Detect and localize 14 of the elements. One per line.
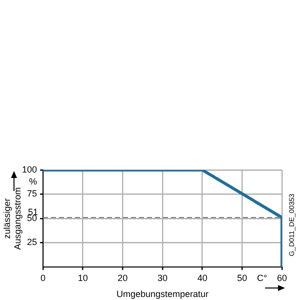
x-tick-label: 60 xyxy=(276,272,288,283)
y-axis-title: zulässiger Ausgangsstrom xyxy=(2,187,23,250)
x-tick-label: C° xyxy=(257,272,268,283)
x-tick-label: 40 xyxy=(197,272,208,283)
y-tick-label: 75 xyxy=(26,188,37,199)
x-axis-title: Umgebungstemperatur xyxy=(116,289,209,300)
x-tick-label: 10 xyxy=(78,272,88,283)
x-tick-label: 30 xyxy=(157,272,168,283)
x-tick-label: 20 xyxy=(118,272,128,283)
y-tick-label: 100 xyxy=(22,164,37,174)
y-tick-label: 25 xyxy=(26,237,37,248)
x-tick-label: 50 xyxy=(237,272,248,283)
x-tick-label: 0 xyxy=(40,272,46,283)
y-tick-label: % xyxy=(28,176,37,187)
